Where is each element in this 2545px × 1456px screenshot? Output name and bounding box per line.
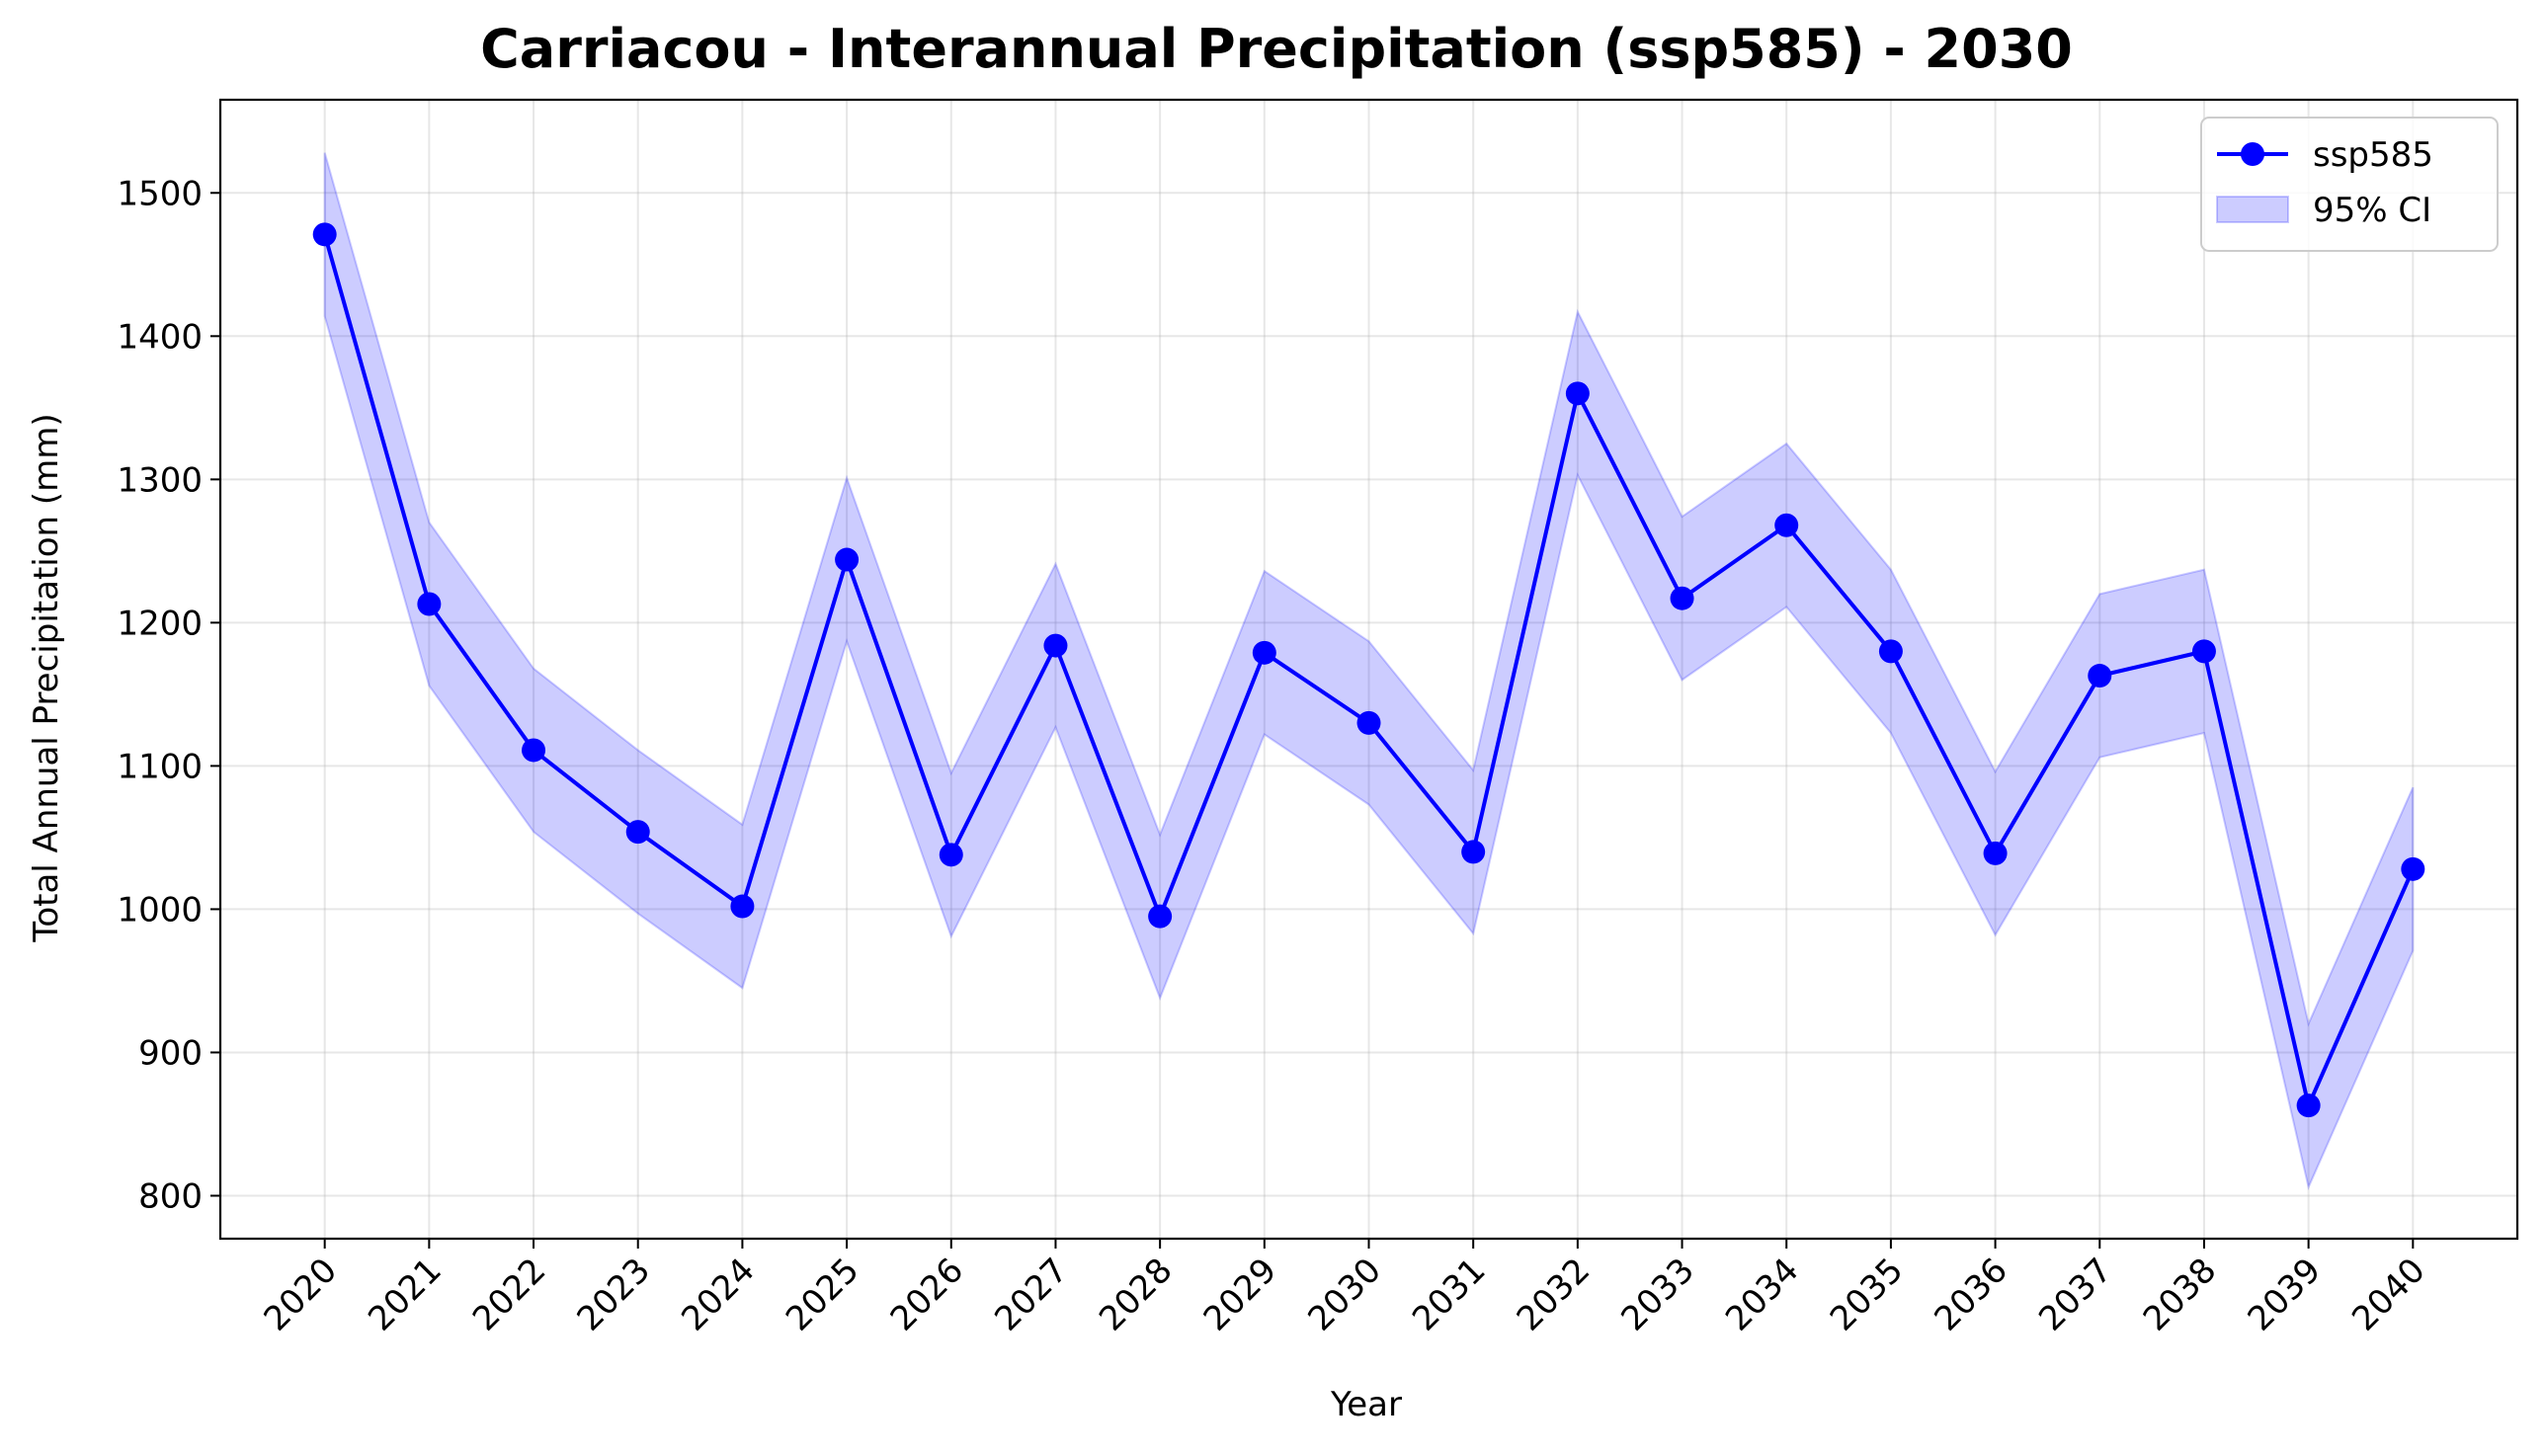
y-tick-label: 1300 (117, 460, 203, 500)
data-point (2088, 664, 2112, 688)
data-point (835, 547, 860, 572)
y-tick-label: 800 (138, 1176, 203, 1216)
series-markers-layer (312, 222, 2425, 1118)
data-point (2191, 639, 2216, 664)
y-axis-ticks: 800 900 1000 1100 1200 1300 1400 1500 (117, 174, 220, 1216)
data-point (1878, 639, 1903, 664)
confidence-band (323, 152, 2415, 1190)
y-axis-label: Total Annual Precipitation (mm) (27, 413, 66, 942)
data-point (1148, 904, 1173, 929)
y-tick-label: 1400 (117, 317, 203, 357)
data-point (1670, 586, 1694, 610)
data-point (2296, 1093, 2321, 1118)
data-point (625, 820, 650, 845)
legend-box (2200, 117, 2499, 252)
x-axis-label: Year (1330, 1385, 1402, 1424)
confidence-band-layer (323, 152, 2415, 1190)
legend-label-band: 95% CI (2313, 191, 2431, 230)
data-point (522, 738, 546, 763)
grid-lines (220, 100, 2517, 1239)
y-tick-label: 900 (138, 1033, 203, 1073)
legend-label-series: ssp585 (2313, 135, 2433, 175)
y-tick-label: 1100 (117, 747, 203, 786)
data-point (2401, 856, 2425, 881)
data-point (1356, 710, 1381, 735)
data-point (939, 843, 963, 867)
data-point (1774, 513, 1799, 537)
data-point (1252, 640, 1276, 665)
chart-title: Carriacou - Interannual Precipitation (s… (480, 18, 2073, 80)
data-point (417, 592, 442, 616)
data-point (1043, 633, 1068, 658)
legend-band-swatch (2216, 196, 2289, 223)
data-point (312, 222, 337, 247)
legend-marker-swatch (2241, 142, 2264, 166)
y-tick-label: 1000 (117, 890, 203, 930)
legend: ssp585 95% CI (2200, 117, 2499, 252)
y-tick-label: 1500 (117, 174, 203, 213)
data-point (730, 894, 755, 919)
data-point (1461, 840, 1486, 864)
y-tick-label: 1200 (117, 604, 203, 643)
data-point (1983, 841, 2008, 865)
data-point (1565, 381, 1590, 406)
